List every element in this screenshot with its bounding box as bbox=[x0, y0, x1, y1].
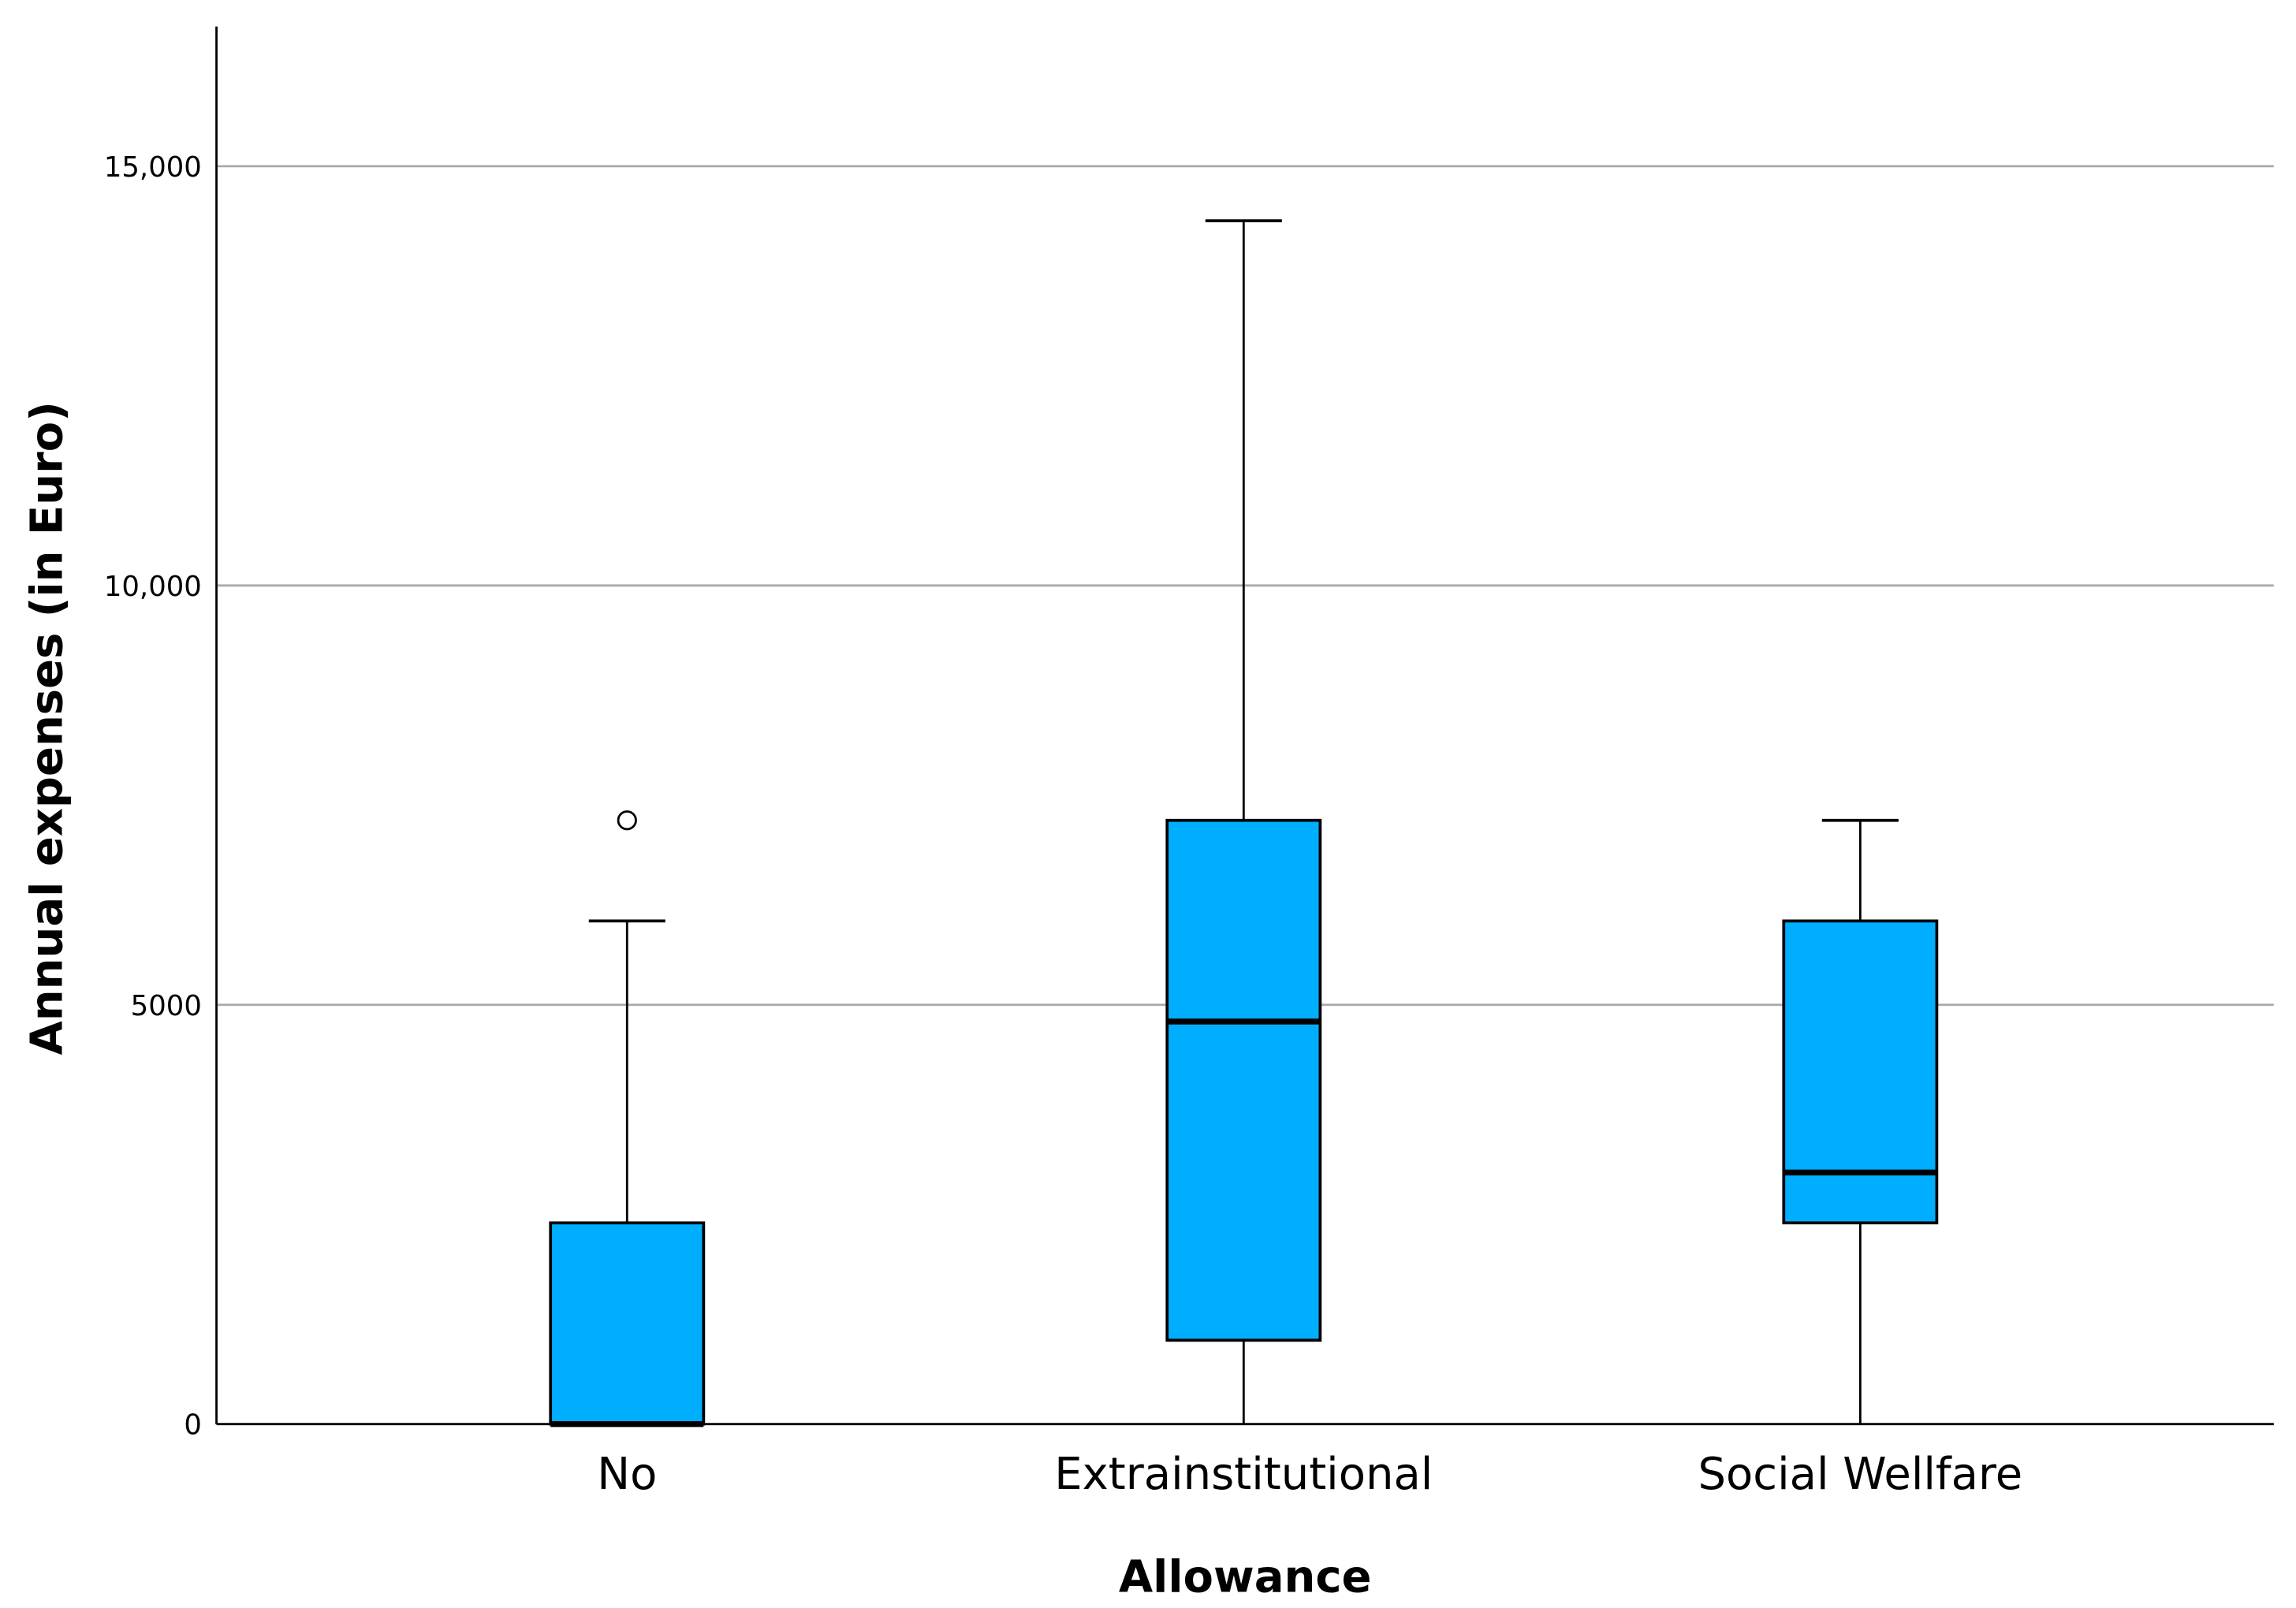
y-tick-label: 10,000 bbox=[104, 571, 202, 603]
x-tick-labels: No Extrainstitutional Social Wellfare bbox=[597, 1449, 2022, 1500]
iqr-box bbox=[1782, 919, 1939, 1225]
box-0 bbox=[549, 810, 706, 1427]
iqr-box bbox=[549, 1221, 706, 1426]
y-tick-labels: 0 5000 10,000 15,000 bbox=[104, 151, 202, 1442]
y-tick-label: 5000 bbox=[131, 990, 202, 1022]
x-tick-label: Social Wellfare bbox=[1698, 1449, 2023, 1500]
iqr-box bbox=[1165, 818, 1322, 1342]
boxes bbox=[549, 219, 1939, 1427]
box-2 bbox=[1782, 818, 1939, 1424]
y-tick-label: 15,000 bbox=[104, 151, 202, 184]
x-tick-label: No bbox=[597, 1449, 657, 1500]
x-axis-label: Allowance bbox=[1119, 1551, 1372, 1602]
outlier-point bbox=[617, 810, 637, 831]
box-1 bbox=[1165, 219, 1322, 1424]
y-tick-label: 0 bbox=[184, 1409, 202, 1442]
y-axis-label: Annual expenses (in Euro) bbox=[22, 401, 73, 1055]
x-tick-label: Extrainstitutional bbox=[1054, 1449, 1433, 1500]
